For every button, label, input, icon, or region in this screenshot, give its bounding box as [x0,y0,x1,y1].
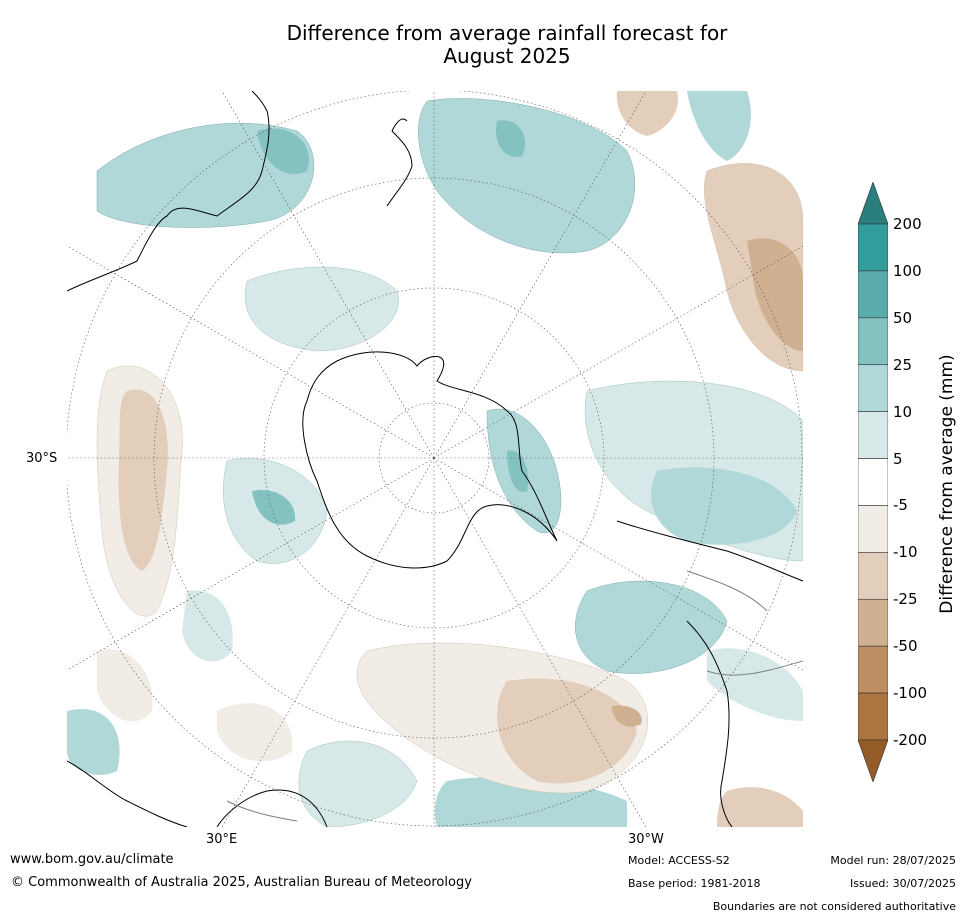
wet-region [96,122,315,228]
colorbar-block [858,317,888,366]
dry-region [747,238,803,351]
colorbar-tick-label: 10 [893,402,913,421]
model-run-label: Model run: 28/07/2025 [830,854,956,867]
colorbar-extend-bottom [858,739,888,782]
africa-coastline [67,760,328,827]
colorbar-block [858,364,888,412]
lon-30e-label: 30°E [206,832,238,847]
country-boundaries [226,570,803,822]
colorbar-tick-label: -10 [893,543,918,562]
website-link[interactable]: www.bom.gov.au/climate [10,852,174,867]
new-zealand-coastline [386,118,413,207]
coastlines [67,91,803,827]
dry-region [97,649,153,722]
colorbar-block [858,505,888,553]
south-america-coastline [616,520,803,827]
anomaly-fills [67,91,803,827]
issued-label: Issued: 30/07/2025 [849,877,956,890]
dry-region [717,787,803,827]
colorbar-tick-label: -25 [893,590,918,609]
graticule [67,91,803,827]
base-period-label: Base period: 1981-2018 [628,877,761,890]
dry-region [118,389,168,571]
dry-region [497,678,637,784]
wet-region [182,590,233,662]
colorbar-tick-label: 100 [893,261,922,280]
colorbar-block [858,411,888,459]
colorbar-tick-label: 25 [893,355,913,374]
polar-rainfall-map [67,91,803,827]
model-label: Model: ACCESS-S2 [628,854,730,867]
wet-region [418,98,636,254]
colorbar [858,182,888,782]
colorbar-tick-label: 200 [893,215,922,233]
colorbar-block [858,598,888,647]
colorbar-title: Difference from average (mm) [937,354,957,614]
colorbar-tick-label: -200 [893,731,928,749]
wet-region [507,450,529,492]
australia-coastline [67,91,270,292]
dry-region [616,91,678,136]
lon-30w-label: 30°W [628,832,664,847]
colorbar-block [858,692,888,741]
colorbar-block [858,552,888,600]
wet-region [496,120,526,157]
colorbar-block [858,270,888,319]
wet-region [245,266,399,352]
wet-region [257,128,309,175]
wet-region [707,648,803,721]
disclaimer-label: Boundaries are not considered authoritat… [712,900,956,913]
title-line-1: Difference from average rainfall forecas… [286,21,728,45]
colorbar-tick-label: 5 [893,449,903,468]
colorbar-tick-label: -5 [893,496,908,515]
copyright-text: © Commonwealth of Australia 2025, Austra… [11,875,472,890]
wet-region [651,467,797,545]
dry-region [217,703,293,762]
wet-region [687,91,751,161]
wet-region [67,709,120,775]
colorbar-tick-label: -100 [893,684,928,703]
map-title: Difference from average rainfall forecas… [0,22,965,68]
colorbar-block [858,458,888,506]
colorbar-block [858,223,888,272]
dry-region [612,705,642,727]
title-line-2: August 2025 [443,44,571,68]
colorbar-block [858,645,888,694]
antarctica-coastline [302,351,558,569]
wet-region [298,740,418,827]
colorbar-extend-top [858,182,888,225]
colorbar-tick-label: -50 [893,637,918,656]
wet-region [575,580,728,674]
wet-region [252,490,296,525]
colorbar-tick-label: 50 [893,308,913,327]
lat-30s-label: 30°S [26,451,58,466]
